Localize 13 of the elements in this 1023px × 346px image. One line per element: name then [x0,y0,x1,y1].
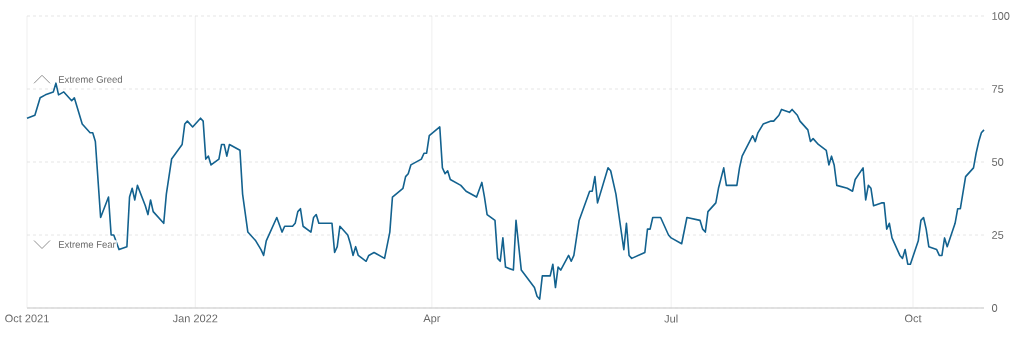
x-tick-label: Oct [904,314,922,323]
x-tick-label: Jul [664,314,678,323]
y-tick-label: 0 [991,304,998,312]
annotation: Extreme Greed [58,75,122,83]
x-tick-label: Apr [423,314,441,325]
y-tick-label: 50 [991,158,1004,166]
y-tick-label: 100 [992,12,1010,20]
x-tick-label: Oct 2021 [5,314,49,323]
x-tick-label: Jan 2022 [172,314,218,323]
line-series [26,82,985,301]
y-tick-label: 75 [992,85,1004,93]
y-tick-label: 25 [992,231,1004,239]
annotation: Extreme Fear [58,241,116,248]
